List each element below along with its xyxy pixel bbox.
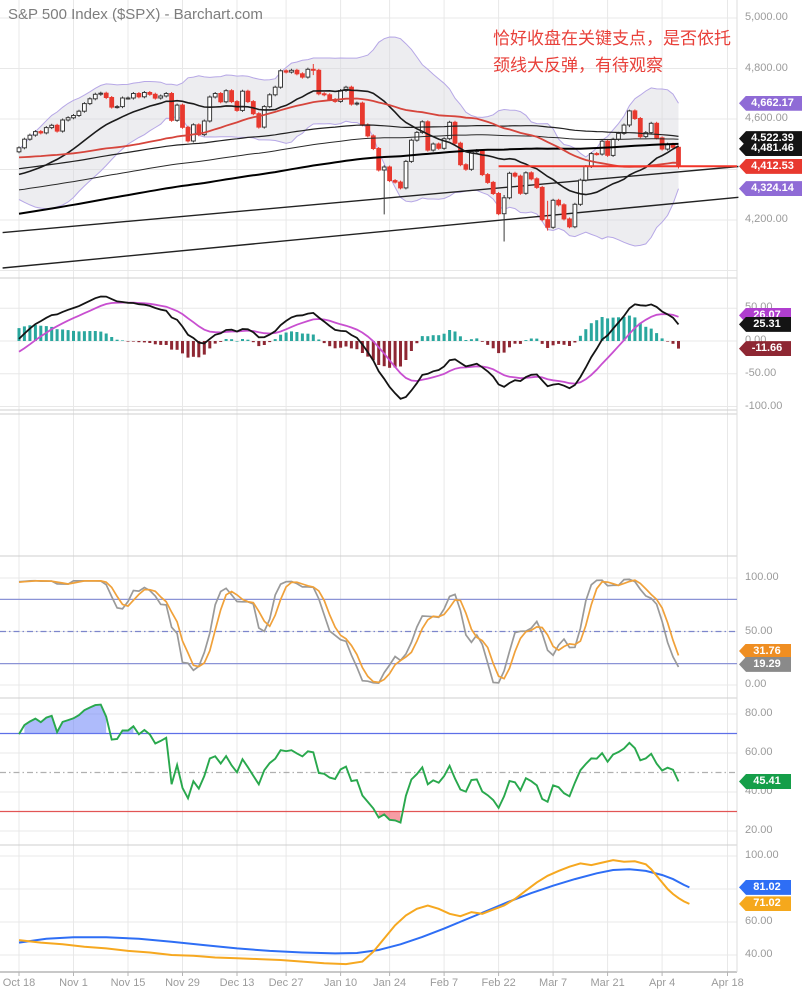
x-axis-label: Nov 29	[165, 977, 200, 989]
value-flag-macd: 25.31	[739, 316, 791, 332]
value-flag-slow_lines: 81.02	[739, 879, 791, 895]
value-flag-stochastic: 31.76	[739, 643, 791, 659]
value-flag-price: 4,481.46	[739, 141, 802, 157]
y-axis-label: 5,000.00	[745, 11, 788, 23]
x-axis-label: Nov 15	[110, 977, 146, 989]
y-axis-label: 60.00	[745, 746, 773, 758]
y-axis-label: 80.00	[745, 707, 773, 719]
y-axis-label: 60.00	[745, 915, 773, 927]
value-flag-rsi: 45.41	[739, 773, 791, 789]
x-axis-label: Dec 13	[219, 977, 255, 989]
y-axis-label: 20.00	[745, 824, 773, 836]
x-axis-label: Oct 18	[2, 977, 36, 989]
x-axis-label: Feb 7	[430, 977, 459, 989]
y-axis-label: 100.00	[745, 571, 779, 583]
y-axis-label: 100.00	[745, 849, 779, 861]
annotation-line2: 颈线大反弹，有待观察	[493, 56, 663, 75]
x-axis-label: Mar 7	[539, 977, 568, 989]
x-axis-label: Mar 21	[590, 977, 625, 989]
y-axis-label: 40.00	[745, 948, 773, 960]
value-flag-macd: -11.66	[739, 341, 791, 357]
value-flag-stochastic: 19.29	[739, 656, 791, 672]
y-axis-label: 4,800.00	[745, 61, 788, 74]
x-axis-label: Jan 10	[324, 977, 358, 989]
annotation-line1: 恰好收盘在关键支点，是否依托	[493, 29, 731, 48]
x-axis-label: Nov 1	[59, 977, 88, 989]
value-flag-price: 4,324.14	[739, 181, 802, 197]
x-axis-label: Apr 4	[648, 977, 676, 989]
y-axis-label: -100.00	[745, 399, 783, 412]
x-axis-label: Apr 18	[711, 977, 744, 989]
value-flag-price: 4,662.17	[739, 95, 802, 111]
x-axis-label: Jan 24	[373, 977, 407, 989]
annotation-note: 恰好收盘在关键支点，是否依托 颈线大反弹，有待观察	[493, 25, 731, 79]
value-flag-price: 4,412.53	[739, 158, 802, 174]
y-axis-label: 50.00	[745, 624, 773, 637]
x-axis-label: Feb 22	[481, 977, 516, 989]
chart-title: S&P 500 Index ($SPX) - Barchart.com	[8, 6, 263, 23]
y-axis-label: 4,200.00	[745, 213, 788, 225]
y-axis-label: 4,600.00	[745, 112, 788, 124]
y-axis-label: -50.00	[745, 366, 777, 379]
y-axis-label: 0.00	[745, 678, 767, 690]
x-axis-label: Dec 27	[268, 977, 304, 989]
value-flag-slow_lines: 71.02	[739, 896, 791, 912]
